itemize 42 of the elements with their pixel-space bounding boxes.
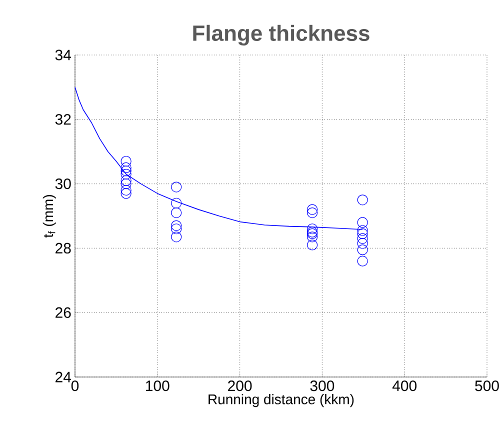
- y-tick-label: 30: [55, 178, 71, 190]
- point: [171, 224, 182, 234]
- point: [120, 178, 132, 190]
- y-tick-label: 34: [55, 50, 72, 60]
- point: [357, 228, 368, 240]
- point: [357, 244, 368, 256]
- point: [357, 256, 368, 266]
- x-tick-label: 400: [392, 380, 417, 392]
- point: [357, 238, 368, 249]
- point: [120, 168, 132, 180]
- point: [357, 233, 368, 244]
- point: [171, 232, 182, 242]
- point: [357, 194, 368, 206]
- point: [307, 207, 318, 218]
- point: [307, 232, 318, 242]
- point: [120, 156, 132, 167]
- x-axis-title: Running distance (kkm): [208, 394, 354, 408]
- point: [120, 188, 132, 199]
- x-tick-label: 300: [310, 380, 334, 392]
- point: [357, 217, 368, 228]
- y-axis-title: t$_{f}$ (mm): [42, 195, 56, 238]
- point: [307, 204, 318, 215]
- x-tick-label: 100: [146, 380, 170, 392]
- x-tick-label: 500: [475, 380, 499, 392]
- chart-title: Flange thickness: [193, 24, 370, 46]
- point: [307, 240, 318, 250]
- point: [120, 184, 132, 196]
- x-tick-label: 200: [228, 380, 252, 392]
- point: [307, 224, 318, 234]
- point: [171, 207, 182, 218]
- point: [171, 198, 182, 208]
- x-tick-label: 0: [71, 380, 79, 392]
- point: [357, 225, 368, 236]
- point: [120, 166, 132, 176]
- point: [120, 162, 132, 173]
- point: [120, 175, 132, 186]
- y-tick-label: 32: [55, 114, 71, 125]
- y-tick-label: 26: [56, 307, 71, 318]
- y-tick-label: 24: [56, 372, 72, 382]
- y-tick-label: 28: [56, 242, 71, 254]
- point: [171, 182, 182, 192]
- point: [171, 220, 182, 231]
